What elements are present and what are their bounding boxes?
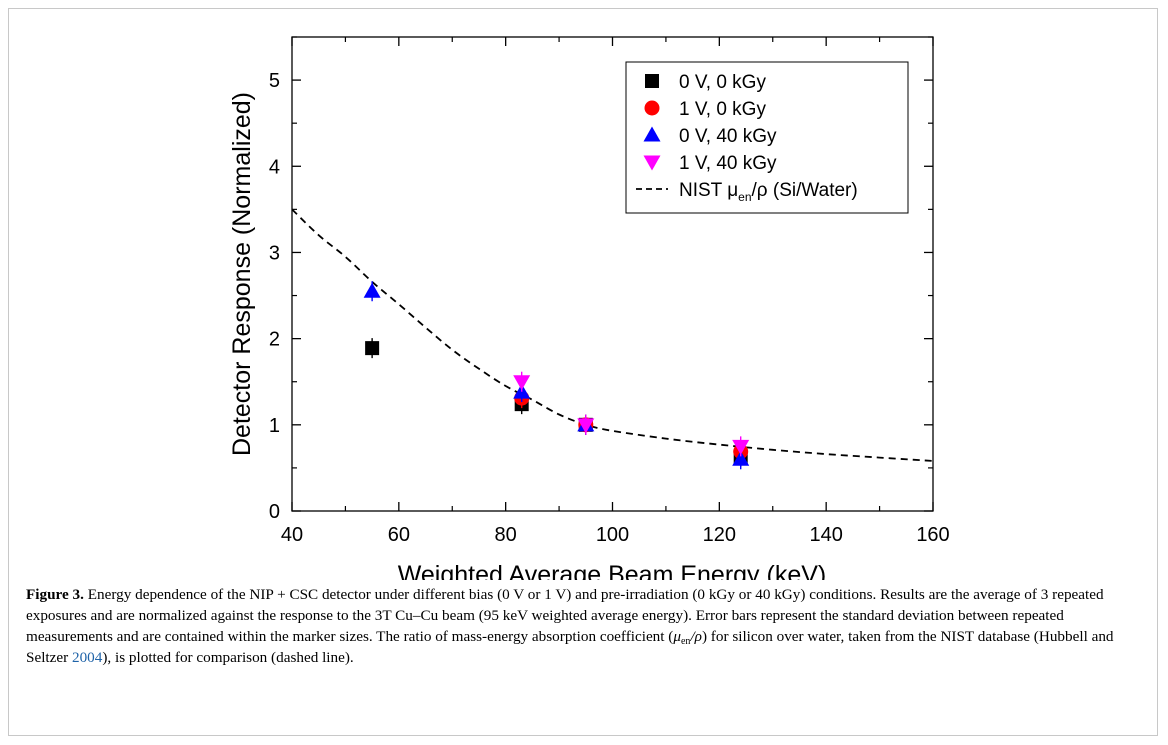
nist-reference-line	[291, 208, 934, 462]
x-tick-label: 40	[281, 524, 303, 546]
caption-text-2: ) for silicon over water, taken from the…	[26, 628, 1114, 666]
x-tick-label: 120	[703, 524, 736, 546]
legend-label: 1 V, 0 kGy	[679, 99, 766, 120]
x-axis-label: Weighted Average Beam Energy (keV)	[398, 561, 826, 580]
axis-ticks: 40 60 80 100 120 140 160 0 1 2 3 4 5	[269, 36, 950, 546]
y-tick-label: 1	[269, 415, 280, 437]
figure-frame	[8, 8, 1158, 736]
legend-marker-2	[644, 100, 660, 116]
caption-mu: μ	[673, 628, 681, 645]
legend-label: 1 V, 40 kGy	[679, 153, 777, 174]
figure-label: Figure 3.	[26, 586, 84, 603]
caption-text-1: Energy dependence of the NIP + CSC detec…	[26, 586, 1104, 645]
reference-line-layer	[291, 208, 934, 462]
y-tick-label: 0	[269, 501, 280, 523]
y-tick-label: 4	[269, 156, 280, 178]
caption-mu-sub: en	[680, 636, 691, 647]
citation-link[interactable]: 2004	[71, 649, 103, 666]
legend-box	[625, 61, 909, 214]
y-tick-label: 3	[269, 242, 280, 264]
caption-slash-rho: /ρ	[690, 628, 702, 645]
legend-marker-1	[645, 74, 659, 88]
legend-marker-4	[643, 155, 661, 171]
data-points-layer	[363, 281, 750, 470]
legend-marker-3	[643, 126, 661, 142]
legend: 0 V, 0 kGy 1 V, 0 kGy 0 V, 40 kGy 1 V, 40 k…	[625, 61, 909, 214]
x-tick-label: 100	[596, 524, 629, 546]
figure-caption: Figure 3. Energy dependence of the NIP +…	[26, 584, 1136, 668]
y-tick-label: 2	[269, 329, 280, 351]
x-tick-label: 60	[388, 524, 410, 546]
x-tick-label: 140	[809, 524, 842, 546]
energy-dependence-chart: 40 60 80 100 120 140 160 0 1 2 3 4 5 Weighted Averag…	[228, 36, 950, 580]
x-tick-label: 160	[916, 524, 949, 546]
x-tick-label: 80	[495, 524, 517, 546]
legend-label: 0 V, 40 kGy	[679, 126, 777, 147]
y-axis-label: Detector Response (Normalized)	[228, 92, 256, 456]
legend-label: 0 V, 0 kGy	[679, 72, 766, 93]
caption-text-3: ), is plotted for comparison (dashed lin…	[102, 649, 354, 666]
legend-label-reference: NIST μen/ρ (Si/Water)	[679, 180, 858, 204]
y-tick-label: 5	[269, 70, 280, 92]
